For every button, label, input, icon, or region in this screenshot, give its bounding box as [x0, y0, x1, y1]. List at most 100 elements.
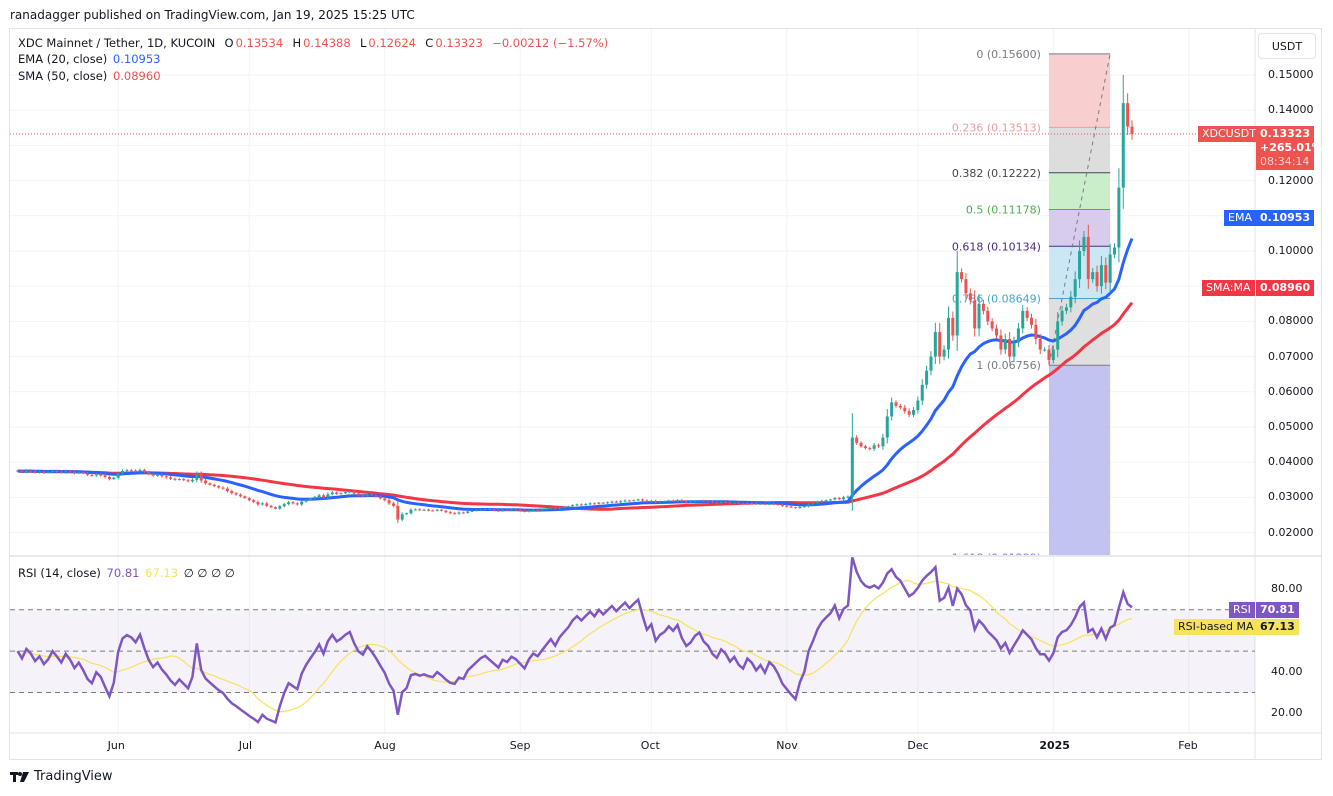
candle-body	[894, 402, 898, 406]
candle-body	[431, 510, 435, 512]
candle-body	[724, 501, 728, 503]
candle-body	[147, 472, 151, 475]
candle-body	[842, 497, 846, 500]
candle-body	[160, 474, 164, 477]
fib-level-label: 0.236 (0.13513)	[952, 121, 1041, 134]
candle-body	[1126, 103, 1130, 127]
candle-body	[693, 500, 697, 502]
candle-body	[946, 317, 950, 350]
currency-selector[interactable]: USDT	[1258, 33, 1316, 59]
rsi-legend[interactable]: RSI (14, close) 70.81 67.13 ∅ ∅ ∅ ∅	[18, 566, 237, 580]
candle-body	[815, 501, 819, 504]
time-tick-label: Jun	[107, 739, 125, 752]
candle-body	[55, 471, 59, 472]
candle-body	[269, 505, 273, 508]
candle-body	[1113, 247, 1117, 255]
candle-body	[868, 448, 872, 450]
candle-body	[942, 349, 946, 357]
candle-body	[990, 321, 994, 329]
candle-body	[741, 503, 745, 505]
candle-body	[1108, 254, 1112, 283]
candle-body	[107, 476, 111, 480]
candle-body	[1086, 236, 1090, 280]
candle-body	[767, 503, 771, 505]
candle-body	[252, 500, 256, 502]
open-label: O	[224, 36, 234, 50]
candle-body	[435, 509, 439, 511]
time-tick-label: Sep	[509, 739, 531, 752]
candle-body	[981, 303, 985, 311]
candle-body	[964, 279, 968, 294]
candle-body	[973, 300, 977, 329]
candle-body	[588, 503, 592, 505]
candle-body	[1099, 265, 1103, 287]
sma-value: 0.08960	[112, 69, 161, 83]
change-value: −0.00212 (−1.57%)	[492, 36, 609, 50]
candle-body	[544, 508, 548, 510]
candle-body	[929, 356, 933, 371]
candle-body	[444, 510, 448, 513]
candle-body	[496, 510, 500, 512]
candle-body	[641, 499, 645, 501]
candle-body	[86, 473, 90, 475]
candle-body	[1073, 279, 1077, 297]
candle-body	[1104, 265, 1108, 283]
candle-body	[1021, 310, 1025, 329]
candle-body	[776, 504, 780, 506]
tradingview-logo[interactable]: TradingView	[10, 769, 113, 784]
published-info: ranadagger published on TradingView.com,…	[10, 8, 415, 22]
candle-body	[24, 470, 28, 473]
candle-body	[689, 501, 693, 503]
candle-body	[142, 469, 146, 473]
candle-body	[81, 472, 85, 474]
sma-legend[interactable]: SMA (50, close) 0.08960	[18, 69, 163, 83]
time-tick-label: Aug	[374, 739, 396, 752]
candle-body	[592, 503, 596, 505]
ema-legend[interactable]: EMA (20, close) 0.10953	[18, 52, 162, 66]
candle-body	[51, 471, 55, 473]
candle-body	[986, 310, 990, 322]
candle-body	[514, 509, 518, 511]
candle-body	[579, 504, 583, 506]
candle-body	[662, 501, 666, 503]
candle-body	[42, 471, 46, 473]
rsi-value: 70.81	[106, 566, 140, 580]
open-value: 0.13534	[235, 36, 284, 50]
candle-body	[1064, 307, 1068, 311]
ema-label: EMA (20, close)	[18, 52, 108, 66]
price-tick-label: 0.12000	[1268, 173, 1314, 187]
candle-body	[654, 500, 658, 503]
candle-body	[151, 474, 155, 476]
candle-body	[16, 470, 20, 472]
candle-body	[999, 335, 1003, 350]
candle-body	[1060, 310, 1064, 322]
candle-body	[212, 484, 216, 487]
candle-body	[396, 505, 400, 520]
candle-body	[182, 479, 186, 481]
candle-body	[1121, 103, 1125, 188]
candle-body	[898, 405, 902, 408]
candle-body	[684, 501, 688, 503]
candle-body	[798, 506, 802, 508]
candle-body	[68, 471, 72, 473]
candle-body	[29, 470, 33, 472]
symbol-name[interactable]: XDC Mainnet / Tether, 1D, KUCOIN	[18, 36, 216, 50]
candle-body	[903, 407, 907, 412]
candle-body	[291, 502, 295, 504]
candle-body	[1130, 126, 1134, 135]
candle-body	[1008, 339, 1012, 357]
candle-body	[492, 509, 496, 511]
rsi-tick-label: 80.00	[1271, 582, 1303, 595]
candle-body	[837, 498, 841, 500]
candle-body	[365, 494, 369, 496]
candle-body	[566, 506, 570, 508]
candle-body	[317, 495, 321, 498]
candle-body	[955, 272, 959, 336]
candle-body	[313, 497, 317, 499]
candle-body	[715, 502, 719, 504]
rsi-tag-value: 70.81	[1256, 602, 1299, 618]
candle-body	[217, 486, 221, 488]
candle-body	[405, 513, 409, 515]
rsi-ma-tag-name: RSI-based MA	[1174, 619, 1258, 635]
